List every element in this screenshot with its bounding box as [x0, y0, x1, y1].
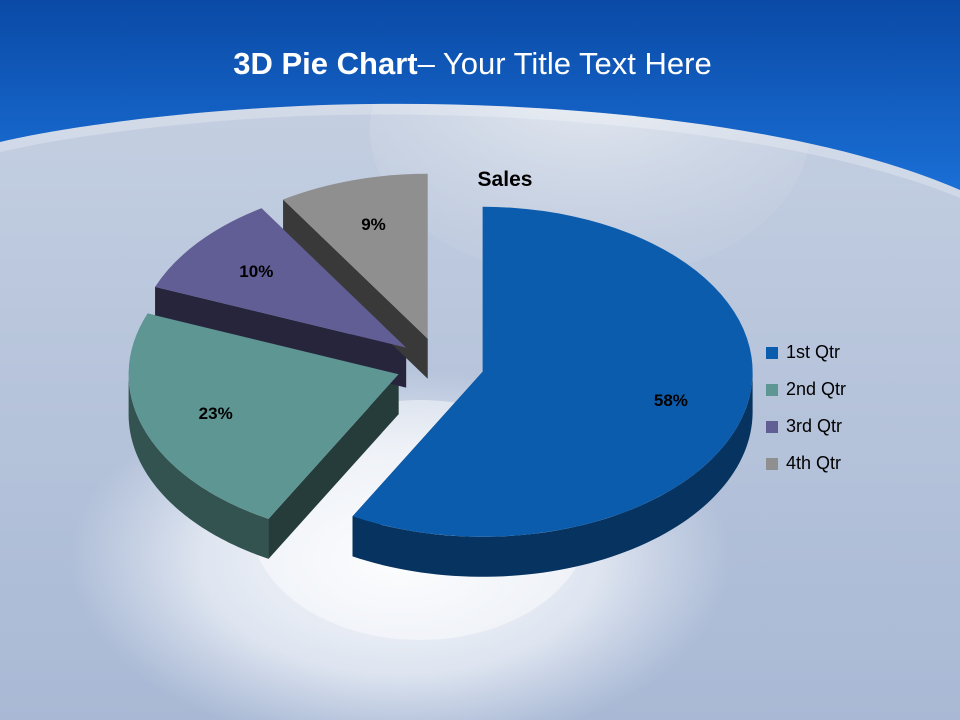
pie-slice-2nd-qtr-rim: [128, 375, 269, 559]
legend-label-4th-qtr: 4th Qtr: [786, 453, 842, 473]
pie-slice-3rd-qtr: [155, 208, 407, 348]
legend-swatch-3rd-qtr: [766, 420, 778, 433]
pie-slice-1st-qtr: [352, 206, 753, 537]
legend-item-2nd-qtr: 2nd Qtr: [766, 371, 846, 408]
pie-slice-4th-qtr: [283, 173, 428, 339]
pie-slice-1st-qtr-rim: [352, 373, 753, 577]
slide-title: 3D Pie Chart– Your Title Text Here: [0, 46, 945, 82]
legend-item-3rd-qtr: 3rd Qtr: [766, 408, 846, 445]
legend-label-1st-qtr: 1st Qtr: [786, 342, 841, 362]
pie-slice-2nd-qtr: [128, 313, 399, 519]
slice-label-3rd-qtr: 10%: [239, 261, 274, 281]
header-band: [0, 0, 960, 190]
header-band-highlight: [0, 103, 960, 198]
chart-legend: 1st Qtr 2nd Qtr 3rd Qtr 4th Qtr: [766, 334, 846, 482]
slice-label-1st-qtr: 58%: [653, 391, 688, 411]
legend-item-4th-qtr: 4th Qtr: [766, 445, 846, 482]
legend-item-1st-qtr: 1st Qtr: [766, 334, 846, 371]
pie-slice-2nd-qtr-wall: [268, 374, 399, 559]
slice-label-2nd-qtr: 23%: [198, 404, 233, 424]
legend-swatch-1st-qtr: [766, 346, 778, 359]
pie-slice-tops: [128, 173, 753, 537]
chart-title: Sales: [477, 168, 533, 191]
legend-swatch-2nd-qtr: [766, 383, 778, 396]
legend-label-3rd-qtr: 3rd Qtr: [786, 416, 843, 436]
legend-swatch-4th-qtr: [766, 457, 778, 470]
slide-title-bold: 3D Pie Chart: [233, 46, 418, 81]
slide-title-rest: – Your Title Text Here: [417, 46, 712, 81]
slice-label-4th-qtr: 9%: [361, 214, 386, 234]
legend-label-2nd-qtr: 2nd Qtr: [786, 379, 847, 399]
